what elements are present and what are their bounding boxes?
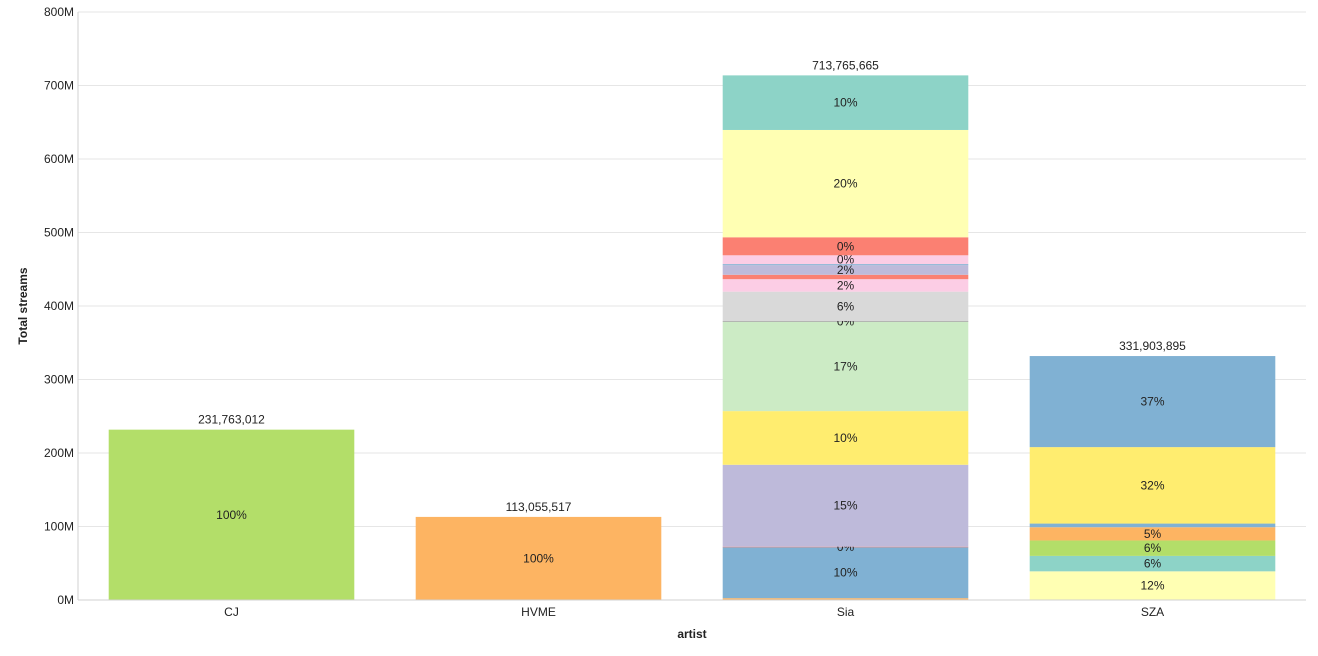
segment-label: 100%: [523, 551, 554, 565]
bar-segment[interactable]: [722, 546, 969, 548]
segment-label: 17%: [833, 359, 857, 373]
bar-segment[interactable]: [722, 279, 969, 292]
y-tick-label: 800M: [44, 5, 74, 19]
y-tick-label: 200M: [44, 446, 74, 460]
y-tick-label: 400M: [44, 299, 74, 313]
y-tick-label: 500M: [44, 226, 74, 240]
segment-label: 0%: [837, 253, 855, 267]
y-tick-label: 700M: [44, 79, 74, 93]
segment-label: 32%: [1140, 478, 1164, 492]
bar-segment[interactable]: [722, 464, 969, 547]
y-tick-label: 100M: [44, 520, 74, 534]
x-axis-title: artist: [677, 627, 706, 641]
segment-label: 6%: [837, 299, 855, 313]
bar-segment[interactable]: [722, 411, 969, 465]
segment-label: 20%: [833, 177, 857, 191]
bar-segment[interactable]: [1029, 540, 1276, 556]
bar-total-label: 113,055,517: [506, 500, 572, 514]
x-tick-label: CJ: [224, 605, 239, 619]
segment-label: 2%: [837, 278, 855, 292]
bar-segment[interactable]: [722, 547, 969, 599]
y-tick-label: 0M: [57, 593, 74, 607]
x-tick-label: HVME: [521, 605, 556, 619]
bar-segment[interactable]: [722, 274, 969, 280]
x-tick-label: SZA: [1141, 605, 1164, 619]
bar-hvme[interactable]: 100% 113,055,517: [415, 500, 662, 600]
bar-segment[interactable]: [1029, 527, 1276, 541]
bar-segment[interactable]: [722, 129, 969, 238]
bar-segment[interactable]: [1029, 571, 1276, 600]
bar-segment[interactable]: [722, 264, 969, 266]
bar-segment[interactable]: [722, 255, 969, 265]
bar-segment[interactable]: [722, 321, 969, 412]
bar-segment[interactable]: [1029, 356, 1276, 448]
segment-label: 37%: [1140, 395, 1164, 409]
bar-segment[interactable]: [722, 598, 969, 600]
x-tick-label: Sia: [837, 605, 855, 619]
segment-label: 6%: [1144, 557, 1162, 571]
bar-segment[interactable]: [108, 429, 355, 600]
bar-segment[interactable]: [722, 291, 969, 322]
y-axis: 0M 100M 200M 300M 400M 500M 600M 700M 800M: [44, 5, 79, 607]
bar-segment[interactable]: [1029, 523, 1276, 528]
y-tick-label: 300M: [44, 373, 74, 387]
segment-label: 2%: [837, 263, 855, 277]
segment-label: 6%: [1144, 541, 1162, 555]
bar-segment[interactable]: [722, 237, 969, 256]
segment-label: 10%: [833, 431, 857, 445]
bar-sza[interactable]: 12%6%6%5%32%37%331,903,895: [1029, 339, 1276, 600]
segment-label: 5%: [1144, 527, 1162, 541]
segment-label: 15%: [833, 499, 857, 513]
segment-label: 0%: [837, 239, 855, 253]
bar-total-label: 331,903,895: [1119, 339, 1186, 353]
bar-segment[interactable]: [722, 265, 969, 275]
segment-label: 12%: [1140, 579, 1164, 593]
y-axis-title: Total streams: [16, 267, 30, 344]
segment-label: 100%: [216, 508, 247, 522]
bar-total-label: 713,765,665: [812, 58, 879, 72]
bar-segment[interactable]: [415, 516, 662, 600]
bar-segment[interactable]: [722, 321, 969, 322]
bar-segment[interactable]: [1029, 447, 1276, 524]
x-axis: CJ HVME Sia SZA: [78, 599, 1306, 619]
bar-total-label: 231,763,012: [198, 413, 265, 427]
bar-sia[interactable]: 10%0%15%10%17%0%6%2%2%0%0%20%10%713,765,…: [722, 58, 969, 600]
bar-cj[interactable]: 100% 231,763,012: [108, 413, 355, 600]
bar-segment[interactable]: [722, 75, 969, 130]
segment-label: 10%: [833, 96, 857, 110]
segment-label: 10%: [833, 566, 857, 580]
bars: 100% 231,763,012 100% 113,055,517 10% 0% 15% 10…: [108, 58, 1276, 600]
y-tick-label: 600M: [44, 152, 74, 166]
bar-segment[interactable]: [1029, 555, 1276, 572]
